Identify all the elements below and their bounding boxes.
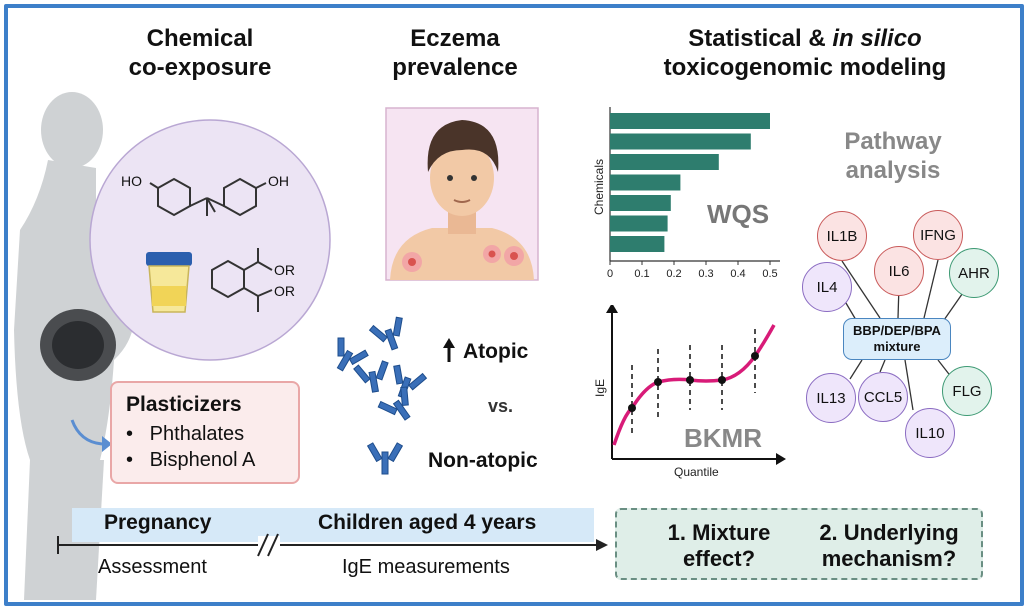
bkmr-quantile-lines <box>631 329 756 435</box>
plasticizers-item-bisphenol: • Bisphenol A <box>126 449 256 471</box>
header-col1-line1: Chemical <box>146 25 254 52</box>
antibody-cluster-icon <box>336 316 428 421</box>
label-or-bottom: OR <box>274 283 295 299</box>
timeline-break-icon <box>257 533 269 557</box>
timeline-children: Children aged 4 years <box>318 511 537 534</box>
header-statistical-modeling: Statistical & in silico toxicogenomic mo… <box>640 24 970 82</box>
bkmr-x-axis-label: Quantile <box>674 465 719 479</box>
wqs-chart: 0 0.1 0.2 0.3 0.4 0.5 Chemicals <box>592 107 780 280</box>
bpa-molecule-icon <box>149 177 267 217</box>
question-1-line1: 1. Mixture <box>667 520 771 545</box>
wqs-label: WQS <box>707 199 770 229</box>
header-col2-line1: Eczema <box>410 25 500 52</box>
up-arrow-icon <box>443 338 455 362</box>
node-ahr: AHR <box>949 248 999 298</box>
timeline-arrow-icon <box>596 539 608 551</box>
node-il4: IL4 <box>802 262 852 312</box>
phthalate-molecule-icon <box>211 248 273 312</box>
bkmr-chart: IgE Quantile <box>593 305 786 479</box>
node-flg: FLG <box>942 366 992 416</box>
mixture-node: BBP/DEP/BPA mixture <box>843 318 951 360</box>
bkmr-y-axis-label: IgE <box>593 379 607 397</box>
question-2: 2. Underlying mechanism? <box>809 520 969 572</box>
question-2-line2: mechanism? <box>821 546 957 571</box>
wqs-tick-label-0: 0 <box>607 268 613 280</box>
header-col3-line1b: in silico <box>832 25 922 52</box>
header-eczema-prevalence: Eczema prevalence <box>360 24 550 82</box>
node-il10: IL10 <box>905 408 955 458</box>
plasticizers-title: Plasticizers <box>126 393 242 416</box>
bkmr-x-arrow-icon <box>776 453 786 465</box>
wqs-bar-3 <box>610 154 719 170</box>
header-col2-line2: prevalence <box>392 54 518 81</box>
wqs-bar-5 <box>610 195 671 211</box>
plasticizers-item-phthalates: • Phthalates <box>126 423 245 445</box>
wqs-tick-label-3: 0.3 <box>698 268 713 280</box>
header-col1-line2: co-exposure <box>128 54 272 81</box>
wqs-bar-1 <box>610 113 770 129</box>
bkmr-y-arrow-icon <box>606 305 618 313</box>
wqs-bar-4 <box>610 174 681 191</box>
single-antibody-icon <box>366 442 404 475</box>
wqs-y-axis-label: Chemicals <box>592 159 606 215</box>
pathway-title-line2: analysis <box>845 157 941 184</box>
pathway-title: Pathway analysis <box>842 127 944 185</box>
timeline-ige: IgE measurements <box>342 556 510 578</box>
wqs-tick-label-5: 0.5 <box>762 268 777 280</box>
mixture-line2: mixture <box>873 339 921 354</box>
node-il6: IL6 <box>874 246 924 296</box>
chemicals-circle <box>89 119 331 361</box>
bkmr-label: BKMR <box>684 423 762 453</box>
question-1-line2: effect? <box>682 546 756 571</box>
wqs-bar-2 <box>610 133 751 150</box>
pathway-title-line1: Pathway <box>844 128 942 155</box>
wqs-bar-6 <box>610 215 668 232</box>
questions-box: 1. Mixture effect? 2. Underlying mechani… <box>615 508 983 580</box>
fetus-icon <box>52 321 104 369</box>
arrow-head-icon <box>102 436 112 452</box>
wqs-tick-label-2: 0.2 <box>666 268 681 280</box>
bkmr-points <box>628 352 759 412</box>
timeline-assessment: Assessment <box>98 556 207 578</box>
wqs-tick-label-1: 0.1 <box>634 268 649 280</box>
mixture-line1: BBP/DEP/BPA <box>853 323 941 338</box>
arrow-to-plasticizers <box>70 419 103 446</box>
child-portrait-icon <box>390 120 534 280</box>
header-col3-line1a: Statistical & <box>688 25 833 52</box>
label-oh: OH <box>268 173 289 189</box>
node-il1b: IL1B <box>817 211 867 261</box>
label-ho: HO <box>121 173 142 189</box>
sample-cup-icon <box>146 252 192 313</box>
node-ccl5: CCL5 <box>858 372 908 422</box>
wqs-tick-label-4: 0.4 <box>730 268 745 280</box>
label-non-atopic: Non-atopic <box>428 449 538 472</box>
timeline-band <box>72 508 594 542</box>
plasticizers-box: Plasticizers • Phthalates • Bisphenol A <box>110 381 300 484</box>
wqs-bar-7 <box>610 236 665 252</box>
question-2-line1: 2. Underlying <box>819 520 959 545</box>
label-vs: vs. <box>488 396 514 416</box>
node-ifng: IFNG <box>913 210 963 260</box>
header-col3-line2: toxicogenomic modeling <box>663 54 947 81</box>
header-chemical-coexposure: Chemical co-exposure <box>100 24 300 82</box>
question-1: 1. Mixture effect? <box>657 520 781 572</box>
label-atopic: Atopic <box>463 340 529 363</box>
label-or-top: OR <box>274 262 295 278</box>
timeline-pregnancy: Pregnancy <box>104 511 212 534</box>
node-il13: IL13 <box>806 373 856 423</box>
